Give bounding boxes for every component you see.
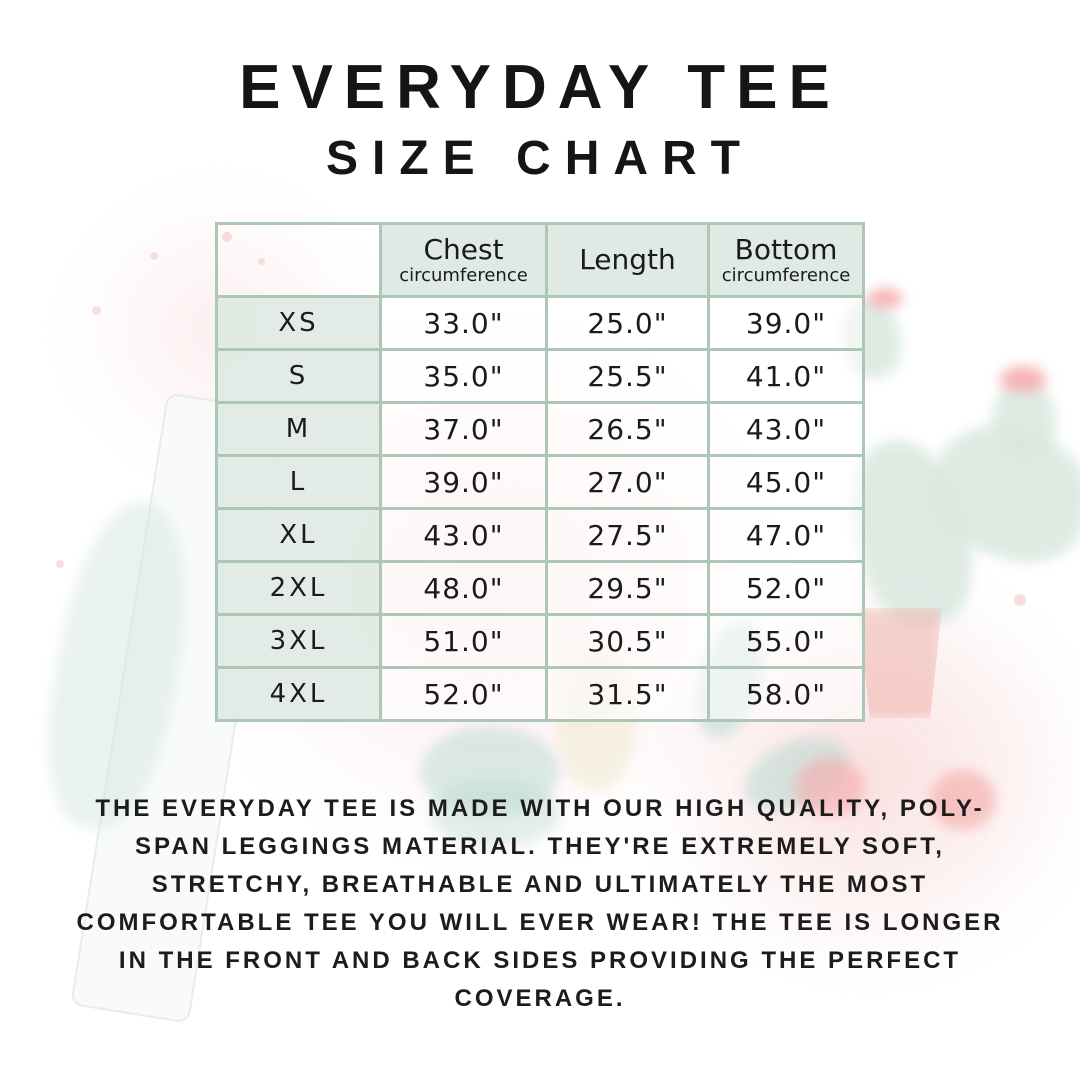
size-chart-table: Chest circumference Length Bottom circum… — [215, 222, 865, 722]
chest-value-cell: 52.0" — [379, 666, 548, 722]
length-value-cell: 27.0" — [545, 454, 710, 510]
table-row: L 39.0" 27.0" 45.0" — [215, 454, 865, 510]
bottom-value-cell: 47.0" — [707, 507, 865, 563]
bottom-value-cell: 55.0" — [707, 613, 865, 669]
table-row: XS 33.0" 25.0" 39.0" — [215, 295, 865, 351]
table-row: 2XL 48.0" 29.5" 52.0" — [215, 560, 865, 616]
leaf-watermark — [430, 778, 560, 848]
column-header-length: Length — [545, 222, 710, 298]
length-value-cell: 31.5" — [545, 666, 710, 722]
size-cell: M — [215, 401, 382, 457]
chest-value-cell: 39.0" — [379, 454, 548, 510]
length-value-cell: 30.5" — [545, 613, 710, 669]
bottom-value-cell: 52.0" — [707, 560, 865, 616]
chest-value-cell: 43.0" — [379, 507, 548, 563]
size-cell: 3XL — [215, 613, 382, 669]
column-header-chest: Chest circumference — [379, 222, 548, 298]
size-cell: XS — [215, 295, 382, 351]
size-cell: 2XL — [215, 560, 382, 616]
size-cell: S — [215, 348, 382, 404]
table-header-row: Chest circumference Length Bottom circum… — [215, 222, 865, 298]
page-subtitle: SIZE CHART — [326, 132, 754, 185]
column-header-sublabel: circumference — [721, 265, 851, 286]
bottom-value-cell: 43.0" — [707, 401, 865, 457]
chest-value-cell: 51.0" — [379, 613, 548, 669]
length-value-cell: 25.5" — [545, 348, 710, 404]
chest-value-cell: 48.0" — [379, 560, 548, 616]
column-header-bottom: Bottom circumference — [707, 222, 865, 298]
size-cell: XL — [215, 507, 382, 563]
paint-speck — [1014, 594, 1026, 606]
bottom-value-cell: 58.0" — [707, 666, 865, 722]
column-header-sublabel: circumference — [399, 265, 528, 286]
column-header-label: Chest — [423, 233, 504, 266]
title-block: EVERYDAY TEE SIZE CHART — [0, 52, 1080, 186]
table-corner-spacer — [215, 222, 382, 298]
paint-speck — [150, 252, 158, 260]
chest-value-cell: 37.0" — [379, 401, 548, 457]
leaf-watermark — [420, 726, 560, 816]
length-value-cell: 26.5" — [545, 401, 710, 457]
table-row: 3XL 51.0" 30.5" 55.0" — [215, 613, 865, 669]
flower-pot-watermark — [858, 608, 942, 718]
cactus-flower-watermark — [868, 288, 902, 308]
size-cell: 4XL — [215, 666, 382, 722]
flower-watermark — [795, 758, 865, 816]
table-row: S 35.0" 25.5" 41.0" — [215, 348, 865, 404]
length-value-cell: 25.0" — [545, 295, 710, 351]
table-row: XL 43.0" 27.5" 47.0" — [215, 507, 865, 563]
size-cell: L — [215, 454, 382, 510]
table-row: 4XL 52.0" 31.5" 58.0" — [215, 666, 865, 722]
chest-value-cell: 33.0" — [379, 295, 548, 351]
product-description: THE EVERYDAY TEE IS MADE WITH OUR HIGH Q… — [76, 795, 1004, 1012]
page-title: EVERYDAY TEE — [239, 53, 841, 122]
bottom-value-cell: 41.0" — [707, 348, 865, 404]
cactus-watermark — [992, 382, 1056, 460]
flower-watermark — [930, 770, 996, 830]
paint-speck — [92, 306, 101, 315]
length-value-cell: 29.5" — [545, 560, 710, 616]
column-header-label: Bottom — [734, 233, 838, 266]
paint-speck — [56, 560, 64, 568]
cactus-flower-watermark — [1000, 366, 1046, 392]
table-row: M 37.0" 26.5" 43.0" — [215, 401, 865, 457]
bottom-value-cell: 39.0" — [707, 295, 865, 351]
length-value-cell: 27.5" — [545, 507, 710, 563]
bottom-value-cell: 45.0" — [707, 454, 865, 510]
column-header-label: Length — [579, 243, 676, 276]
chest-value-cell: 35.0" — [379, 348, 548, 404]
